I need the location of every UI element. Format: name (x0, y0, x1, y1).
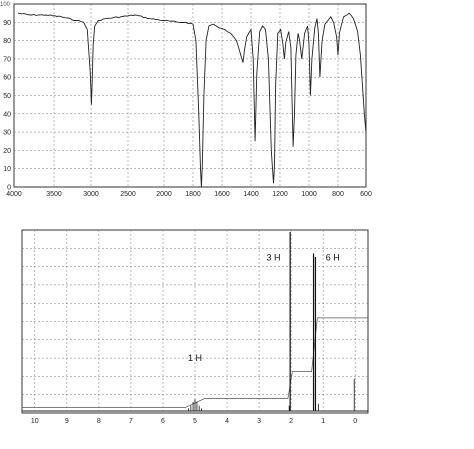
nmr-x-tick-label: 1 (321, 418, 325, 425)
ir-x-tick-label: 4000 (6, 191, 22, 198)
nmr-x-tick-labels: 10 9 8 7 6 5 4 3 2 1 0 (31, 418, 357, 425)
ir-y-tick-label: 60 (3, 75, 11, 82)
ir-x-tick-labels: 4000 3500 3000 2500 2000 1800 1600 1400 1200 1000… (6, 191, 372, 198)
nmr-integration-label: 1 H (188, 353, 202, 363)
ir-x-tick-label: 1600 (214, 191, 230, 198)
nmr-x-tick-label: 5 (193, 418, 197, 425)
nmr-integration-label: 3 H (266, 253, 280, 263)
ir-spectrum-line (17, 12, 367, 188)
nmr-peaks (188, 232, 355, 411)
ir-x-tick-label: 3500 (46, 191, 62, 198)
ir-x-tick-label: 2500 (120, 191, 136, 198)
nmr-x-tick-label: 9 (65, 418, 69, 425)
ir-y-tick-label: 0 (7, 185, 11, 192)
ir-y-tick-label: 70 (3, 56, 11, 63)
ir-y-tick-label: 80 (3, 38, 11, 45)
ir-x-tick-label: 600 (360, 191, 372, 198)
nmr-x-tick-label: 0 (353, 418, 357, 425)
ir-grid (14, 4, 366, 187)
ir-x-tick-label: 1400 (243, 191, 259, 198)
ir-y-tick-label: 50 (3, 93, 11, 100)
ir-y-tick-label: 20 (3, 148, 11, 155)
ir-spectrum-chart: 0 10 20 30 40 50 60 70 80 90 4000 3500 3000 2500 2000… (0, 2, 372, 198)
nmr-x-tick-label: 8 (97, 418, 101, 425)
ir-y-tick-labels: 0 10 20 30 40 50 60 70 80 90 (3, 20, 11, 192)
ir-y-tick-label: 30 (3, 130, 11, 137)
ir-x-tick-label: 3000 (83, 191, 99, 198)
nmr-x-tick-label: 10 (31, 418, 39, 425)
ir-x-tick-label: 800 (332, 191, 344, 198)
ir-x-tick-label: 1000 (301, 191, 317, 198)
nmr-x-tick-label: 6 (161, 418, 165, 425)
ir-y-tick-label: 90 (3, 20, 11, 27)
nmr-integration-label: 6 H (326, 253, 340, 263)
nmr-x-tick-label: 2 (289, 418, 293, 425)
ir-y-top-label: 100 (0, 2, 11, 8)
nmr-x-tick-label: 3 (257, 418, 261, 425)
nmr-grid (22, 230, 368, 411)
nmr-x-tick-label: 4 (225, 418, 229, 425)
nmr-x-tick-label: 7 (129, 418, 133, 425)
nmr-annotations: 1 H 3 H 6 H (188, 253, 340, 363)
ir-x-tick-label: 1200 (272, 191, 288, 198)
ir-x-tick-label: 1800 (185, 191, 201, 198)
ir-y-tick-label: 10 (3, 166, 11, 173)
ir-y-tick-label: 40 (3, 111, 11, 118)
ir-x-tick-label: 2000 (156, 191, 172, 198)
